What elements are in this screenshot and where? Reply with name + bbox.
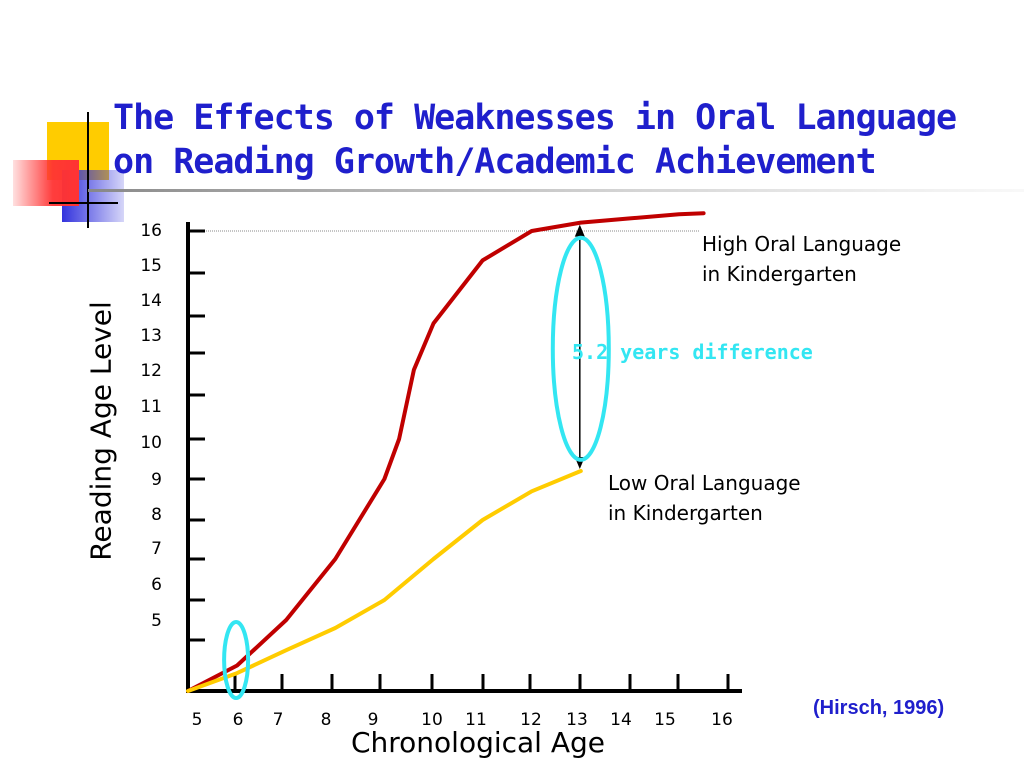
y-tick-label: 15 bbox=[140, 256, 162, 276]
series-line-low bbox=[186, 469, 583, 693]
series-label-high-line-1: High Oral Language bbox=[702, 232, 902, 256]
y-tick-label: 12 bbox=[140, 361, 162, 381]
series-label-low-line-1: Low Oral Language bbox=[608, 471, 801, 495]
series bbox=[186, 211, 706, 693]
x-tick-label: 9 bbox=[368, 710, 379, 730]
x-axis-label: Chronological Age bbox=[350, 726, 606, 759]
difference-highlight-ellipse bbox=[550, 235, 611, 462]
y-tick-label: 7 bbox=[151, 539, 162, 559]
citation: (Hirsch, 1996) bbox=[813, 697, 945, 719]
y-tick-label: 13 bbox=[140, 326, 162, 346]
x-tick-label: 10 bbox=[421, 710, 443, 730]
y-tick-label: 8 bbox=[151, 505, 162, 525]
decorative-squares bbox=[13, 112, 124, 228]
y-tick-label: 16 bbox=[140, 221, 162, 241]
x-tick-label: 5 bbox=[192, 710, 203, 730]
series-label-high: High Oral Language in Kindergarten bbox=[702, 229, 901, 289]
x-tick-label: 14 bbox=[610, 710, 632, 730]
x-tick-label: 7 bbox=[273, 710, 284, 730]
y-tick-label: 10 bbox=[140, 433, 162, 453]
x-tick-label: 15 bbox=[654, 710, 676, 730]
y-axis: 5 6 7 8 9 10 11 12 13 14 15 16 bbox=[140, 221, 205, 691]
y-tick-label: 6 bbox=[151, 575, 162, 595]
series-label-low-line-2: in Kindergarten bbox=[608, 501, 763, 525]
x-tick-label: 16 bbox=[711, 710, 733, 730]
x-tick-label: 13 bbox=[566, 710, 588, 730]
series-label-high-line-2: in Kindergarten bbox=[702, 262, 857, 286]
y-tick-label: 9 bbox=[151, 470, 162, 490]
slide-title-line-2: on Reading Growth/Academic Achievement bbox=[113, 142, 877, 182]
y-axis-label: Reading Age Level bbox=[84, 301, 118, 561]
difference-arrow-head-top bbox=[574, 224, 585, 237]
x-axis: 5 6 7 8 9 10 11 12 13 14 15 16 bbox=[186, 674, 742, 730]
age-highlight-ellipse bbox=[222, 620, 251, 700]
y-tick-label: 5 bbox=[151, 611, 162, 631]
deco-red-square bbox=[13, 160, 79, 206]
x-tick-label: 6 bbox=[233, 710, 244, 730]
series-line-high bbox=[186, 211, 706, 693]
x-tick-label: 11 bbox=[465, 710, 487, 730]
title-underline bbox=[88, 189, 1024, 192]
difference-annotation: 5.2 years difference bbox=[572, 340, 813, 364]
slide-title-line-1: The Effects of Weaknesses in Oral Langua… bbox=[113, 98, 957, 138]
x-tick-label: 12 bbox=[520, 710, 542, 730]
annotations bbox=[222, 224, 611, 700]
x-tick-label: 8 bbox=[321, 710, 332, 730]
y-tick-label: 11 bbox=[140, 397, 162, 417]
series-label-low: Low Oral Language in Kindergarten bbox=[608, 468, 801, 528]
y-tick-label: 14 bbox=[140, 291, 162, 311]
